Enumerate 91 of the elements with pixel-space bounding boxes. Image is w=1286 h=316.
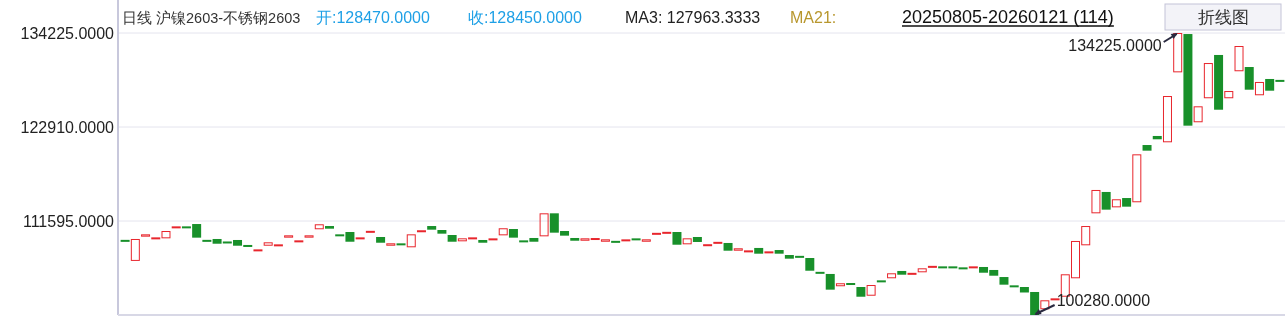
candlestick	[703, 244, 713, 247]
candlestick	[1162, 96, 1172, 143]
annotation: 134225.0000	[1068, 37, 1162, 54]
candlestick	[314, 224, 324, 230]
candlestick	[1173, 33, 1183, 73]
candlestick	[1132, 154, 1142, 203]
candlestick	[917, 268, 927, 273]
candlestick	[376, 236, 386, 243]
text: 20250805-20260121 (114)	[902, 7, 1114, 27]
candlestick	[754, 247, 764, 254]
candlestick	[1142, 145, 1152, 151]
candlestick	[1030, 291, 1040, 315]
candlestick	[447, 235, 457, 242]
candlestick	[692, 236, 702, 242]
candlestick	[304, 235, 314, 238]
candlestick	[846, 283, 856, 286]
candlestick	[325, 226, 334, 229]
candlestick	[713, 241, 723, 244]
candlestick	[427, 226, 437, 230]
candlestick	[1203, 63, 1213, 99]
candlestick	[141, 234, 151, 237]
candlestick	[498, 228, 508, 236]
candlestick	[1050, 298, 1060, 301]
candlestick	[641, 239, 651, 242]
candlestick	[611, 240, 621, 243]
candlestick	[1091, 189, 1101, 214]
candlestick	[130, 238, 140, 261]
candlestick	[386, 243, 396, 246]
candlestick	[478, 239, 488, 243]
candlestick	[764, 251, 774, 254]
candlestick	[958, 267, 968, 270]
text: MA21:	[790, 9, 837, 26]
text: MA3: 127963.3333	[625, 9, 761, 26]
candlestick	[682, 238, 692, 245]
candlestick	[1122, 198, 1132, 207]
candlestick	[856, 287, 866, 297]
candlestick	[171, 226, 181, 229]
candlestick	[631, 238, 641, 241]
candlestick	[1019, 287, 1029, 293]
annotation: 100280.0000	[1056, 292, 1151, 309]
candlestick	[968, 266, 978, 269]
chart-subtitle: 沪镍2603-不锈钢2603	[156, 10, 301, 26]
chart-title: 日线	[122, 10, 152, 26]
candlestick	[120, 239, 130, 242]
candlestick	[621, 239, 631, 242]
candlestick	[999, 277, 1009, 285]
candlestick	[202, 239, 212, 242]
candlestick	[1244, 67, 1254, 90]
y-tick-label: 122910.0000	[20, 119, 115, 136]
candlestick	[1152, 135, 1162, 140]
candlestick	[1234, 46, 1244, 72]
candlestick	[570, 237, 580, 241]
candlestick	[1101, 191, 1111, 210]
candlestick	[805, 258, 815, 271]
candlestick	[774, 250, 784, 254]
candlestick	[887, 273, 897, 279]
candlestick	[1224, 91, 1234, 99]
candlestick	[907, 272, 917, 275]
text: 折线图	[1197, 8, 1249, 27]
candlestick	[355, 237, 365, 240]
candlestick	[416, 230, 426, 233]
y-tick-label: 111595.0000	[22, 213, 115, 230]
candlestick	[1009, 285, 1019, 288]
text: 收:128450.0000	[468, 9, 582, 26]
candlestick	[825, 273, 835, 290]
candlestick	[406, 234, 416, 248]
candlestick	[253, 249, 263, 252]
candlestick	[723, 242, 733, 251]
candlestick	[1214, 54, 1224, 110]
candlestick	[437, 230, 447, 234]
candlestick	[897, 270, 907, 275]
candlestick	[815, 271, 825, 274]
candlestick	[1111, 199, 1121, 208]
y-tick-label: 134225.0000	[20, 25, 115, 42]
candlestick	[294, 240, 304, 243]
candlestick	[1254, 81, 1264, 96]
candlestick	[1040, 300, 1050, 310]
candlestick	[1183, 34, 1193, 126]
candlestick	[876, 280, 886, 283]
candlestick	[488, 238, 498, 241]
candlestick	[1193, 106, 1203, 123]
candlestick	[927, 265, 937, 268]
candlestick	[835, 283, 845, 287]
candlestick	[672, 232, 682, 245]
text: 开:128470.0000	[316, 9, 430, 26]
candlestick	[508, 229, 518, 238]
candlestick	[284, 235, 294, 238]
candlestick	[539, 213, 549, 237]
candlestick	[365, 230, 375, 233]
candlestick	[396, 243, 406, 246]
candlestick	[866, 285, 876, 296]
